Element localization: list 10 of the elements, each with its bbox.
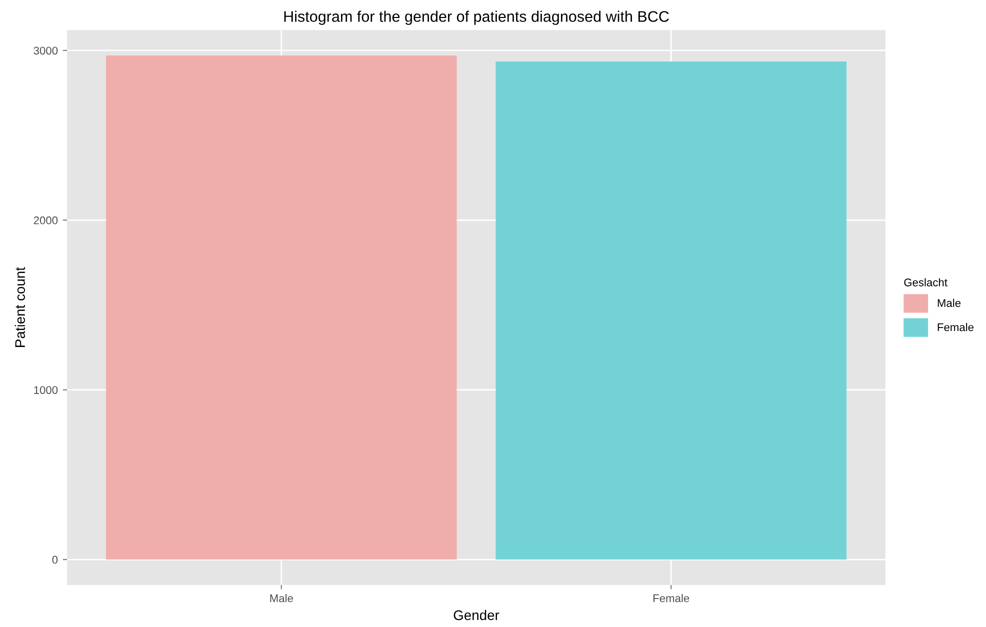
chart-title: Histogram for the gender of patients diagnosed with BCC [284,10,669,25]
legend-label: Female [938,323,974,332]
y-axis-title: Patient count [14,267,26,347]
y-tick-label: 2000 [34,216,58,224]
legend-label: Male [938,298,961,307]
y-tick-label: 1000 [34,386,58,394]
y-tick-label: 0 [52,556,58,564]
x-axis-title: Gender [454,610,500,620]
legend-title: Geslacht [904,278,948,286]
y-tick-label: 3000 [34,46,58,55]
